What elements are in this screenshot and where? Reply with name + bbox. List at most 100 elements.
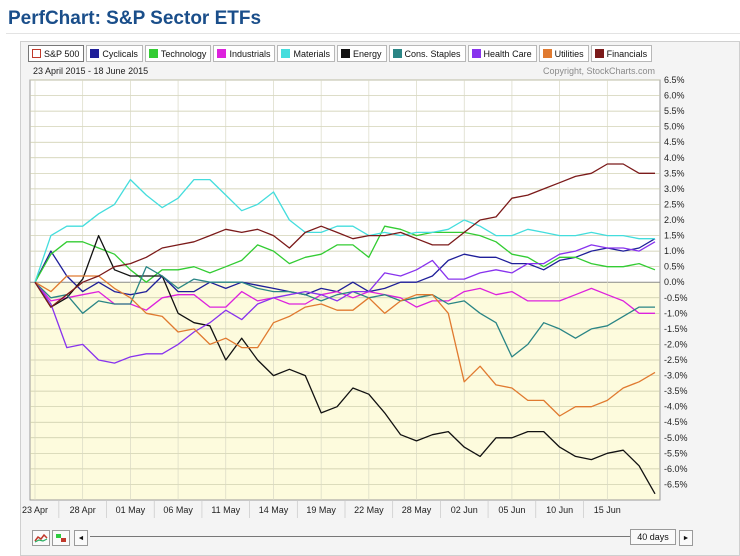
series-line-energy: [34, 234, 656, 495]
date-scroll-track[interactable]: [90, 536, 630, 537]
legend-item-financials[interactable]: Financials: [590, 45, 653, 62]
legend-swatch: [392, 49, 402, 58]
y-tick-label: -0.5%: [664, 293, 688, 303]
arrow-right-icon: ►: [682, 534, 690, 542]
series-line-utilities: [34, 275, 656, 417]
legend-item-industrials[interactable]: Industrials: [213, 45, 276, 62]
y-tick-label: 3.5%: [664, 168, 685, 178]
color-mode-toggle[interactable]: [52, 530, 70, 546]
y-tick-label: -5.0%: [664, 433, 688, 443]
series-line-industrials: [34, 281, 655, 314]
copyright-text: Copyright, StockCharts.com: [543, 66, 656, 76]
y-tick-label: 6.5%: [664, 75, 685, 85]
legend-item-cyclicals[interactable]: Cyclicals: [86, 45, 143, 62]
legend-label: Cons. Staples: [404, 48, 461, 59]
y-tick-label: 4.5%: [664, 137, 685, 147]
legend-label: Energy: [352, 48, 382, 59]
date-range: 23 April 2015 - 18 June 2015: [33, 66, 149, 76]
legend-item-materials[interactable]: Materials: [277, 45, 335, 62]
y-tick-label: -6.0%: [664, 464, 688, 474]
legend-swatch: [217, 49, 227, 58]
x-tick-label: 28 Apr: [70, 505, 96, 515]
y-tick-label: 5.5%: [664, 106, 685, 116]
scroll-right-button[interactable]: ►: [679, 530, 693, 546]
x-tick-label: 01 May: [116, 505, 146, 515]
gridlines: [30, 79, 660, 500]
y-tick-label: -6.5%: [664, 479, 688, 489]
y-tick-label: -3.0%: [664, 371, 688, 381]
series-lines: [34, 163, 656, 495]
legend-label: Industrials: [229, 48, 271, 59]
series-line-health-care: [34, 241, 656, 364]
y-tick-label: -4.5%: [664, 417, 688, 427]
legend-label: Materials: [293, 48, 330, 59]
positive-region: [30, 80, 660, 283]
y-tick-label: 2.0%: [664, 215, 685, 225]
y-tick-label: 1.0%: [664, 246, 685, 256]
series-line-cyclicals: [34, 238, 656, 296]
x-tick-label: 02 Jun: [451, 505, 478, 515]
x-tick-label: 19 May: [306, 505, 336, 515]
series-line-materials: [34, 178, 655, 283]
chart-controls: ◄ 40 days ►: [28, 528, 700, 548]
color-blocks-icon: [56, 534, 66, 542]
legend: S&P 500 Cyclicals Technology Industrials Mat…: [28, 45, 653, 62]
legend-item-energy[interactable]: Energy: [336, 45, 387, 62]
legend-label: Technology: [160, 48, 207, 59]
y-tick-label: 2.5%: [664, 199, 685, 209]
y-tick-label: -3.5%: [664, 386, 688, 396]
legend-item-s-p-500[interactable]: S&P 500: [28, 45, 85, 62]
legend-swatch: [148, 49, 158, 58]
legend-item-technology[interactable]: Technology: [144, 45, 212, 62]
arrow-left-icon: ◄: [77, 534, 85, 542]
page-title: PerfChart: S&P Sector ETFs: [8, 8, 262, 29]
line-chart-icon: [34, 533, 48, 543]
x-tick-label: 23 Apr: [22, 505, 48, 515]
x-tick-label: 05 Jun: [498, 505, 525, 515]
legend-swatch: [90, 49, 100, 58]
legend-swatch: [281, 49, 291, 58]
period-selector[interactable]: 40 days: [630, 529, 676, 545]
legend-swatch: [32, 49, 41, 58]
chart-type-toggle[interactable]: [32, 530, 50, 546]
legend-item-utilities[interactable]: Utilities: [538, 45, 589, 62]
y-tick-label: 4.0%: [664, 153, 685, 163]
y-tick-label: -4.0%: [664, 402, 688, 412]
y-tick-label: -1.0%: [664, 308, 688, 318]
legend-item-health-care[interactable]: Health Care: [467, 45, 537, 62]
legend-label: Cyclicals: [102, 48, 138, 59]
y-tick-label: -1.5%: [664, 324, 688, 334]
x-tick-label: 15 Jun: [594, 505, 621, 515]
legend-item-cons-staples[interactable]: Cons. Staples: [388, 45, 466, 62]
x-tick-label: 22 May: [354, 505, 384, 515]
legend-label: Health Care: [483, 48, 532, 59]
y-tick-label: -2.0%: [664, 339, 688, 349]
title-divider: [6, 33, 740, 34]
period-label: 40 days: [637, 532, 669, 542]
legend-label: Financials: [606, 48, 648, 59]
y-tick-label: 1.5%: [664, 231, 685, 241]
y-tick-label: -5.5%: [664, 448, 688, 458]
legend-swatch: [340, 49, 350, 58]
y-tick-label: 0.5%: [664, 262, 685, 272]
x-tick-label: 14 May: [259, 505, 289, 515]
y-tick-label: 0.0%: [664, 277, 685, 287]
x-tick-label: 10 Jun: [546, 505, 573, 515]
y-tick-label: 5.0%: [664, 122, 685, 132]
y-tick-label: 3.0%: [664, 184, 685, 194]
scroll-left-button[interactable]: ◄: [74, 530, 88, 546]
y-axis: 6.5% 6.0% 5.5% 5.0% 4.5% 4.0% 3.5% 3.0% 2.5% 2.0%…: [664, 75, 688, 489]
series-line-cons-staples: [34, 266, 655, 358]
x-axis: 23 Apr 28 Apr 01 May 06 May 11 May 14 May 19 M…: [22, 500, 621, 518]
y-tick-label: 6.0%: [664, 91, 685, 101]
legend-label: S&P 500: [44, 48, 80, 59]
legend-swatch: [542, 49, 552, 58]
x-tick-label: 11 May: [211, 505, 240, 515]
x-tick-label: 28 May: [402, 505, 432, 515]
x-tick-label: 06 May: [163, 505, 193, 515]
legend-swatch: [471, 49, 481, 58]
series-line-financials: [34, 163, 655, 308]
chart-background: [29, 79, 661, 501]
y-tick-label: -2.5%: [664, 355, 688, 365]
